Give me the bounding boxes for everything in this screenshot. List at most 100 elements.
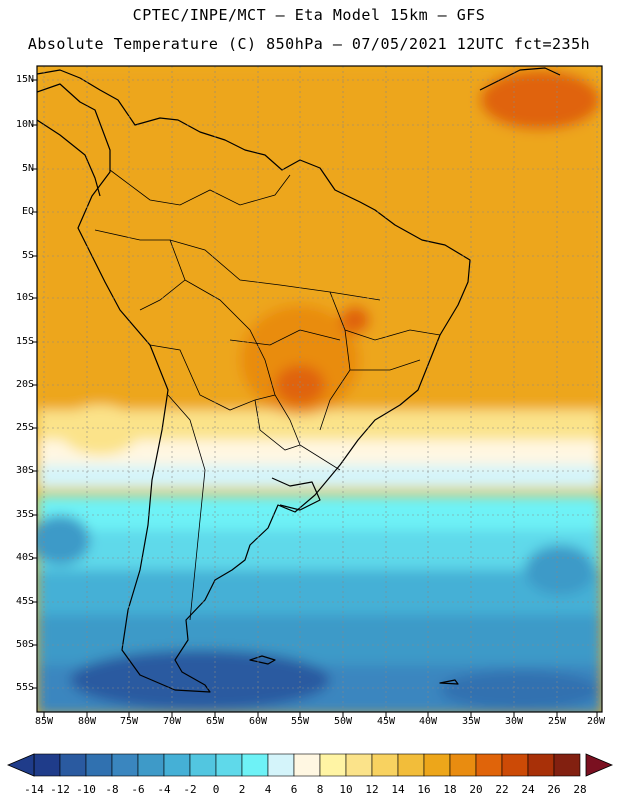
colorbar-label: 20	[469, 783, 483, 796]
south-georgia	[439, 679, 459, 685]
chart-subtitle: Absolute Temperature (C) 850hPa — 07/05/…	[27, 35, 591, 53]
lat-label: 5S	[21, 250, 34, 261]
colorbar-swatch	[241, 753, 269, 777]
border-4	[184, 279, 301, 446]
colorbar-swatch	[501, 753, 529, 777]
colorbar-label: 28	[573, 783, 587, 796]
border-6	[167, 394, 206, 621]
colorbar-swatch	[371, 753, 399, 777]
country-borders	[94, 169, 441, 621]
lon-label: 40W	[418, 716, 438, 727]
chart-title: CPTEC/INPE/MCT — Eta Model 15km — GFS	[132, 6, 486, 24]
lon-label: 30W	[504, 716, 524, 727]
colorbar-left-arrow	[6, 753, 35, 777]
border-3	[169, 239, 381, 301]
colorbar-label: -12	[50, 783, 70, 796]
colorbar-label: 16	[417, 783, 431, 796]
lat-label: 40S	[15, 552, 34, 563]
field-cool-patch	[60, 405, 140, 455]
lat-label: 10S	[15, 292, 34, 303]
colorbar-right-arrow	[585, 753, 614, 777]
colorbar-swatch	[293, 753, 321, 777]
lat-label: 30S	[15, 465, 34, 476]
colorbar-label: -14	[24, 783, 44, 796]
gridlines	[37, 66, 602, 712]
lat-label: 15S	[15, 336, 34, 347]
field-cold-southeast	[440, 670, 600, 710]
colorbar-label: 26	[547, 783, 561, 796]
river-plate	[271, 477, 321, 511]
colorbar-label: 0	[212, 783, 220, 796]
colorbar-swatch	[319, 753, 347, 777]
lat-label: 10N	[15, 119, 34, 130]
lon-label: 60W	[248, 716, 268, 727]
colorbar-swatch	[475, 753, 503, 777]
lat-label: 15N	[15, 74, 34, 85]
colorbar-label: 2	[238, 783, 246, 796]
lon-label: 25W	[547, 716, 567, 727]
colorbar-label: -4	[157, 783, 171, 796]
colorbar-label: 12	[365, 783, 379, 796]
axis-ticks	[32, 79, 598, 717]
lon-label: 45W	[376, 716, 396, 727]
colorbar-label: 8	[316, 783, 324, 796]
field-hot-core-center	[275, 365, 325, 405]
field-midblue-band	[37, 570, 602, 615]
colorbar-swatch	[449, 753, 477, 777]
field-cold-patch-east	[525, 545, 595, 595]
field-lightblue-band	[37, 530, 602, 570]
colorbar-swatch	[137, 753, 165, 777]
colorbar-swatch	[111, 753, 139, 777]
colorbar-label: 4	[264, 783, 272, 796]
colorbar-label: 6	[290, 783, 298, 796]
colorbar-swatch	[345, 753, 373, 777]
field-hot-core-brazil	[240, 305, 360, 415]
lon-label: 20W	[586, 716, 606, 727]
field-hot-atlantic	[480, 70, 600, 130]
border-2	[94, 229, 186, 311]
state-borders	[229, 291, 441, 431]
lon-label: 75W	[119, 716, 139, 727]
map-frame	[36, 65, 603, 713]
colorbar-label: 18	[443, 783, 457, 796]
lat-label: 25S	[15, 422, 34, 433]
colorbar-swatch	[397, 753, 425, 777]
lat-label: 20S	[15, 379, 34, 390]
caribbean-islands	[479, 67, 561, 91]
field-hot-core-north	[340, 306, 370, 334]
field-cold-south	[70, 650, 330, 710]
temperature-field	[37, 66, 602, 712]
lat-label: 50S	[15, 639, 34, 650]
lon-label: 55W	[290, 716, 310, 727]
lat-label: 5N	[21, 163, 34, 174]
colorbar-swatch	[267, 753, 295, 777]
lat-label: EQ	[21, 206, 34, 217]
lon-label: 50W	[333, 716, 353, 727]
colorbar-swatch	[33, 753, 61, 777]
colorbar-label: 10	[339, 783, 353, 796]
colorbar-label: 14	[391, 783, 405, 796]
lon-label: 35W	[461, 716, 481, 727]
field-cold-patch-west	[37, 515, 90, 565]
colorbar-swatch	[553, 753, 581, 777]
colorbar-label: -6	[131, 783, 145, 796]
lat-label: 35S	[15, 509, 34, 520]
colorbar-swatch	[527, 753, 555, 777]
lon-label: 65W	[205, 716, 225, 727]
lat-label: 55S	[15, 682, 34, 693]
colorbar-swatch	[189, 753, 217, 777]
colorbar-label: -2	[183, 783, 197, 796]
lon-label: 85W	[34, 716, 54, 727]
colorbar-label: 22	[495, 783, 509, 796]
colorbar-swatch	[215, 753, 243, 777]
colorbar-label: -8	[105, 783, 119, 796]
colorbar-swatch	[59, 753, 87, 777]
colorbar-swatch	[85, 753, 113, 777]
colorbar-label: 24	[521, 783, 535, 796]
colorbar-label: -10	[76, 783, 96, 796]
border-8	[299, 444, 341, 471]
colorbar	[6, 753, 614, 777]
colorbar-swatch	[423, 753, 451, 777]
border-7	[254, 399, 301, 451]
lon-label: 80W	[77, 716, 97, 727]
